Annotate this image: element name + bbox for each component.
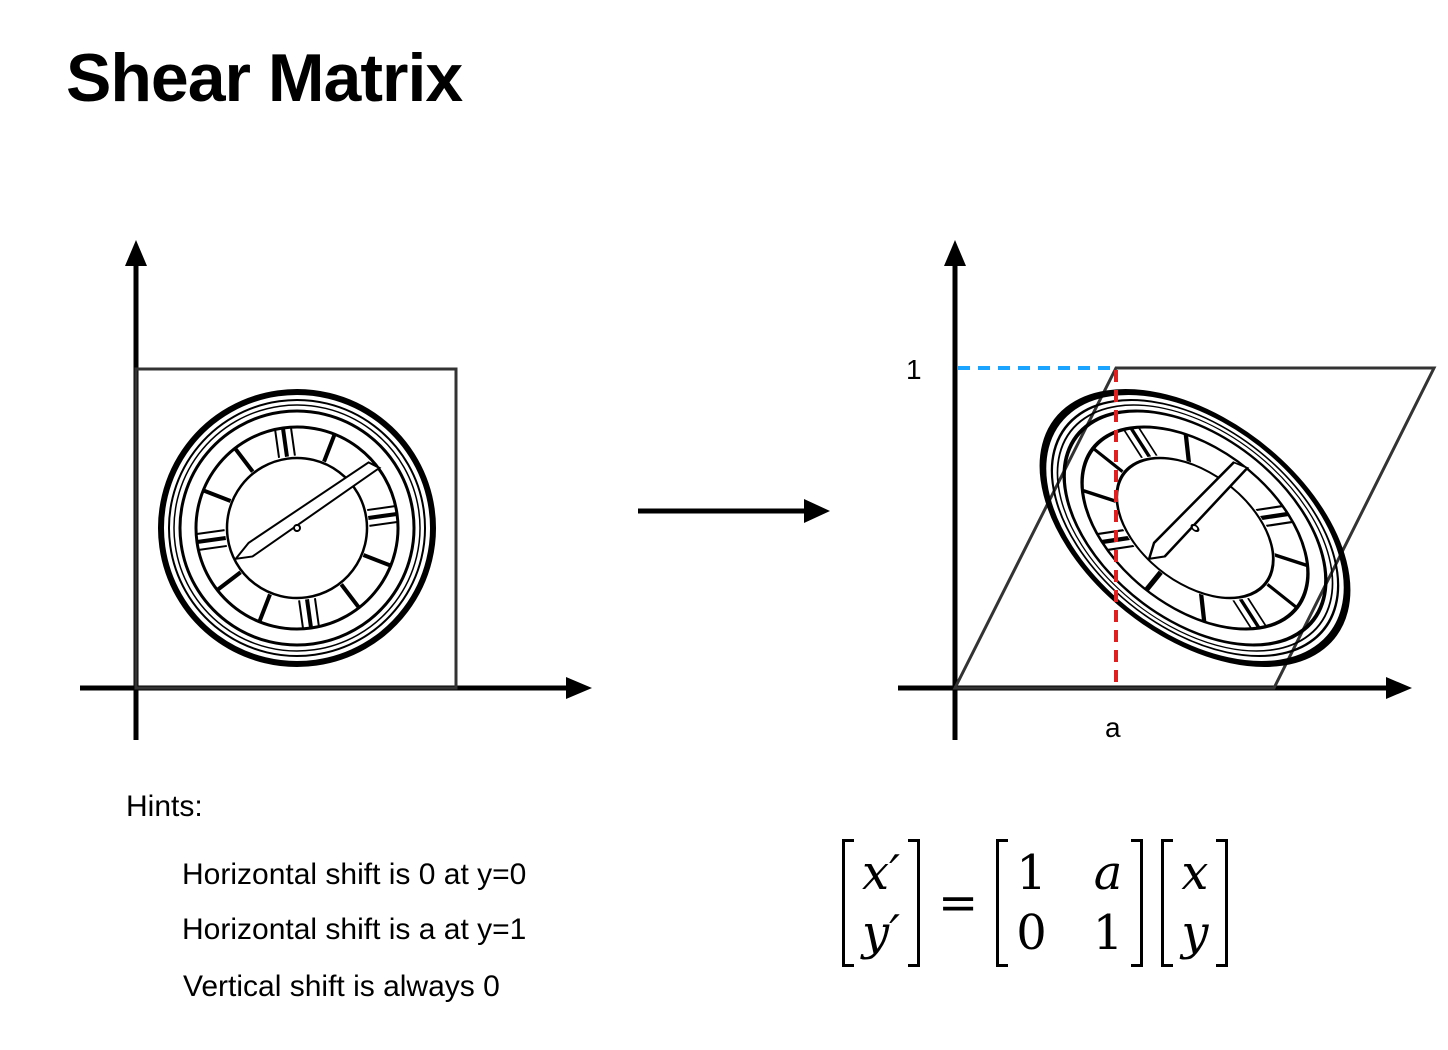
equals-sign: = <box>938 875 979 931</box>
vector-entry: y <box>1181 905 1209 961</box>
shear-equation: x′ y′ = 1 a 0 1 x y <box>842 838 1229 968</box>
hints-title: Hints: <box>126 790 203 823</box>
right-arrow-icon <box>638 499 830 523</box>
sheared-parallelogram <box>952 366 1437 690</box>
shear-matrix: 1 a 0 1 <box>996 839 1144 967</box>
right-axes <box>898 240 1412 740</box>
output-vector: x′ y′ <box>842 839 921 967</box>
hint-item: Vertical shift is always 0 <box>183 970 500 1003</box>
unit-square <box>134 367 458 690</box>
clock-icon <box>143 374 450 681</box>
hint-item: Horizontal shift is a at y=1 <box>182 913 527 946</box>
hint-item: Horizontal shift is 0 at y=0 <box>182 858 527 891</box>
input-vector: x y <box>1161 839 1229 967</box>
x-tick-label: a <box>1105 712 1121 743</box>
sheared-clock-icon <box>984 374 1407 681</box>
y-tick-label: 1 <box>906 354 922 385</box>
matrix-entry: 1 <box>1092 905 1124 961</box>
vector-entry: x <box>1181 845 1209 901</box>
matrix-entry: 1 <box>1016 845 1047 901</box>
matrix-entry: a <box>1093 845 1123 901</box>
page-title: Shear Matrix <box>66 40 463 116</box>
vector-entry: x′ <box>862 845 900 901</box>
vector-entry: y′ <box>862 905 901 961</box>
matrix-entry: 0 <box>1016 905 1047 961</box>
